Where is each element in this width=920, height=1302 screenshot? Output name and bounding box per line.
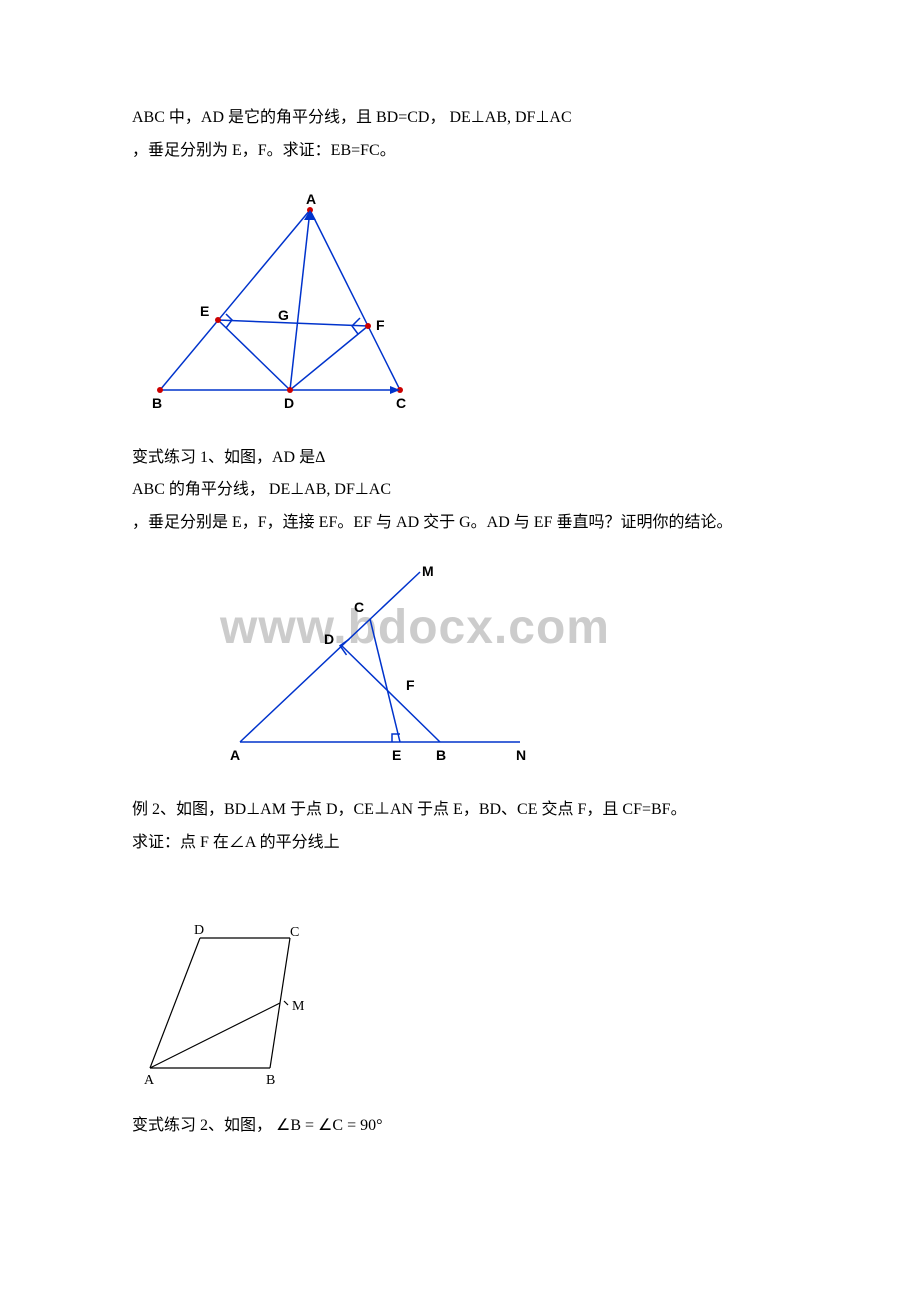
paragraph-3: 变式练习 1、如图，AD 是Δ bbox=[100, 444, 860, 473]
paragraph-5: ，垂足分别是 E，F，连接 EF。EF 与 AD 交于 G。AD 与 EF 垂直… bbox=[100, 509, 860, 538]
figure-2: A B C D E F M N bbox=[220, 562, 860, 772]
paragraph-6: 例 2、如图，BD⊥AM 于点 D，CE⊥AN 于点 E，BD、CE 交点 F，… bbox=[100, 796, 860, 825]
math-expr: ∠B = ∠C = 90° bbox=[276, 1117, 382, 1134]
label-C: C bbox=[354, 599, 364, 615]
text: 例 2、如图，BD⊥AM 于点 D，CE⊥AN 于点 E，BD、CE 交点 F，… bbox=[132, 801, 687, 818]
text: 求证：点 F 在∠A 的平分线上 bbox=[132, 834, 340, 851]
text: ，垂足分别为 E，F。求证：EB=FC。 bbox=[132, 142, 396, 159]
label-M: M bbox=[422, 563, 434, 579]
math-expr: DE⊥AB, DF⊥AC bbox=[450, 109, 572, 126]
paragraph-8: 变式练习 2、如图， ∠B = ∠C = 90° bbox=[100, 1112, 860, 1141]
label-F: F bbox=[376, 317, 385, 333]
document-body: ABC 中，AD 是它的角平分线，且 BD=CD， DE⊥AB, DF⊥AC ，… bbox=[0, 0, 920, 1204]
text: 变式练习 1、如图，AD 是 bbox=[132, 449, 315, 466]
label-B: B bbox=[152, 395, 162, 411]
label-E: E bbox=[392, 747, 401, 763]
label-B: B bbox=[436, 747, 446, 763]
text: 变式练习 2、如图， bbox=[132, 1117, 272, 1134]
label-A: A bbox=[306, 191, 316, 207]
delta-symbol: Δ bbox=[315, 449, 325, 466]
paragraph-2: ，垂足分别为 E，F。求证：EB=FC。 bbox=[100, 137, 860, 166]
paragraph-1: ABC 中，AD 是它的角平分线，且 BD=CD， DE⊥AB, DF⊥AC bbox=[100, 104, 860, 133]
label-C: C bbox=[396, 395, 406, 411]
label-D: D bbox=[194, 923, 204, 938]
label-A: A bbox=[144, 1073, 155, 1088]
figure-1: A B C D E F G bbox=[140, 190, 860, 420]
text: ABC 的角平分线， bbox=[132, 481, 265, 498]
label-A: A bbox=[230, 747, 240, 763]
label-D: D bbox=[324, 631, 334, 647]
label-F: F bbox=[406, 677, 415, 693]
figure-1-svg: A B C D E F G bbox=[140, 190, 440, 420]
label-G: G bbox=[278, 307, 289, 323]
figure-2-svg: A B C D E F M N bbox=[220, 562, 540, 772]
text: ，垂足分别是 E，F，连接 EF。EF 与 AD 交于 G。AD 与 EF 垂直… bbox=[100, 514, 732, 531]
figure-3: A B C D M bbox=[140, 918, 860, 1088]
paragraph-7: 求证：点 F 在∠A 的平分线上 bbox=[100, 829, 860, 858]
label-M: M bbox=[292, 999, 305, 1014]
label-D: D bbox=[284, 395, 294, 411]
label-B: B bbox=[266, 1073, 275, 1088]
label-C: C bbox=[290, 925, 299, 940]
text: ABC 中，AD 是它的角平分线，且 BD=CD， bbox=[132, 109, 446, 126]
label-E: E bbox=[200, 303, 209, 319]
figure-3-svg: A B C D M bbox=[140, 918, 340, 1088]
label-N: N bbox=[516, 747, 526, 763]
math-expr: DE⊥AB, DF⊥AC bbox=[269, 481, 391, 498]
paragraph-4: ABC 的角平分线， DE⊥AB, DF⊥AC bbox=[100, 476, 860, 505]
